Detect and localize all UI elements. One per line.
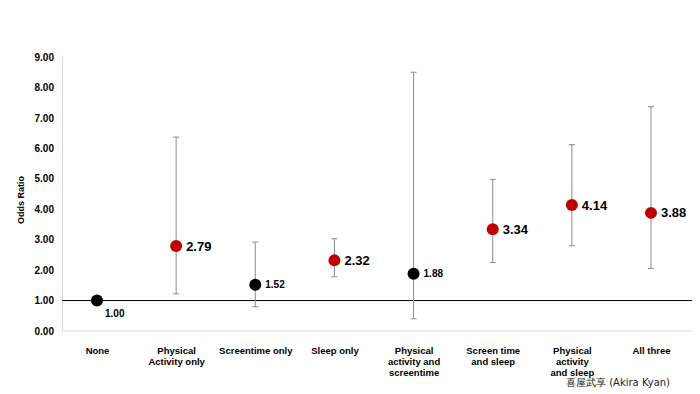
tick: 7.00	[35, 113, 62, 124]
error-cap	[648, 268, 654, 269]
data-label: 3.88	[661, 205, 686, 220]
tick-label: Physicalactivity andscreentime	[388, 345, 440, 378]
tick: 4.00	[35, 204, 62, 215]
tick-label: 4.00	[35, 204, 55, 215]
tick-label-line: and sleep	[471, 356, 515, 367]
error-cap	[490, 179, 496, 180]
tick: 6.00	[35, 143, 62, 154]
tick-label: 0.00	[35, 326, 55, 337]
data-label: 3.34	[503, 222, 529, 237]
tick-label-line: screentime	[389, 367, 439, 378]
axis-line	[62, 58, 63, 332]
tick-label-line: Screen time	[466, 345, 520, 356]
tick: Physicalactivity andscreentime	[388, 345, 440, 378]
tick-label-line: None	[86, 345, 110, 356]
error-cap	[331, 238, 337, 239]
tick: 8.00	[35, 82, 62, 93]
data-labels: 1.00 2.79 1.52 2.32 1.88 3.34 4.14 3.88	[105, 198, 686, 320]
tick: 9.00	[35, 52, 62, 63]
error-cap	[252, 306, 258, 307]
tick-label: 1.00	[35, 295, 55, 306]
x-axis: NonePhysicalActivity onlyScreentime only…	[62, 331, 692, 378]
error-bar	[255, 242, 256, 307]
tick: 5.00	[35, 173, 62, 184]
tick-label-line: Screentime only	[219, 345, 293, 356]
axis-line	[62, 331, 692, 332]
tick-label-line: All three	[632, 345, 670, 356]
point	[487, 223, 499, 235]
error-cap	[569, 144, 575, 145]
reference-line	[62, 300, 692, 301]
annotation: 喜屋武享 (Akira Kyan)	[566, 377, 670, 388]
tick: 1.00	[35, 295, 62, 306]
point	[645, 207, 657, 219]
data-label: 4.14	[582, 198, 608, 213]
data-label: 1.00	[105, 308, 125, 319]
error-cap	[252, 242, 258, 243]
tick-label: 2.00	[35, 265, 55, 276]
tick-label: Sleep only	[311, 345, 359, 356]
tick-label: 6.00	[35, 143, 55, 154]
error-cap	[173, 137, 179, 138]
data-label: 2.79	[186, 239, 211, 254]
error-cap	[411, 72, 417, 73]
tick-label-line: Sleep only	[311, 345, 359, 356]
error-cap	[648, 106, 654, 107]
tick-label: 5.00	[35, 173, 55, 184]
data-label: 1.88	[424, 268, 444, 279]
tick: Physicalactivityand sleep	[550, 345, 594, 378]
tick-label-line: Physical	[157, 345, 196, 356]
tick-label: 7.00	[35, 113, 55, 124]
error-bar	[571, 145, 572, 246]
error-cap	[411, 318, 417, 319]
tick-label-line: and sleep	[550, 367, 594, 378]
tick-label: All three	[632, 345, 670, 356]
plot-area	[62, 72, 692, 319]
data-label: 2.32	[344, 253, 369, 268]
tick: Sleep only	[311, 345, 359, 356]
error-bar	[413, 72, 414, 319]
axis-title: Odds Ratio	[16, 176, 26, 225]
tick: All three	[632, 345, 670, 356]
tick-label: PhysicalActivity only	[148, 345, 205, 367]
point	[566, 199, 578, 211]
tick-label-line: activity	[556, 356, 589, 367]
tick: Screentime only	[219, 345, 293, 356]
point	[328, 254, 340, 266]
tick-label: None	[86, 345, 110, 356]
tick-label: Screentime only	[219, 345, 293, 356]
tick-label: 3.00	[35, 234, 55, 245]
error-cap	[331, 276, 337, 277]
point	[91, 295, 103, 307]
point	[170, 240, 182, 252]
data-label: 1.52	[265, 279, 285, 290]
point	[408, 268, 420, 280]
error-cap	[173, 293, 179, 294]
tick: None	[86, 345, 110, 356]
error-cap	[490, 262, 496, 263]
tick-label-line: Physical	[553, 345, 592, 356]
error-bar	[176, 137, 177, 294]
point	[249, 279, 261, 291]
tick-label-line: activity and	[388, 356, 440, 367]
tick: PhysicalActivity only	[148, 345, 205, 367]
tick: Screen timeand sleep	[466, 345, 520, 367]
error-bar	[492, 179, 493, 262]
error-cap	[569, 245, 575, 246]
tick-label: 9.00	[35, 52, 55, 63]
error-bar	[651, 107, 652, 269]
tick: 2.00	[35, 265, 62, 276]
tick-label-line: Activity only	[148, 356, 205, 367]
y-axis: 0.00 1.00 2.00 3.00 4.00 5.00 6.00 7.00 8.00 9.00	[35, 52, 63, 337]
chart: 0.00 1.00 2.00 3.00 4.00 5.00 6.00 7.00 8.00 9.00…	[0, 0, 700, 394]
tick-label: Physicalactivityand sleep	[550, 345, 594, 378]
tick-label-line: Physical	[395, 345, 434, 356]
tick: 3.00	[35, 234, 62, 245]
tick: 0.00	[35, 326, 62, 337]
tick-label: 8.00	[35, 82, 55, 93]
tick-label: Screen timeand sleep	[466, 345, 520, 367]
